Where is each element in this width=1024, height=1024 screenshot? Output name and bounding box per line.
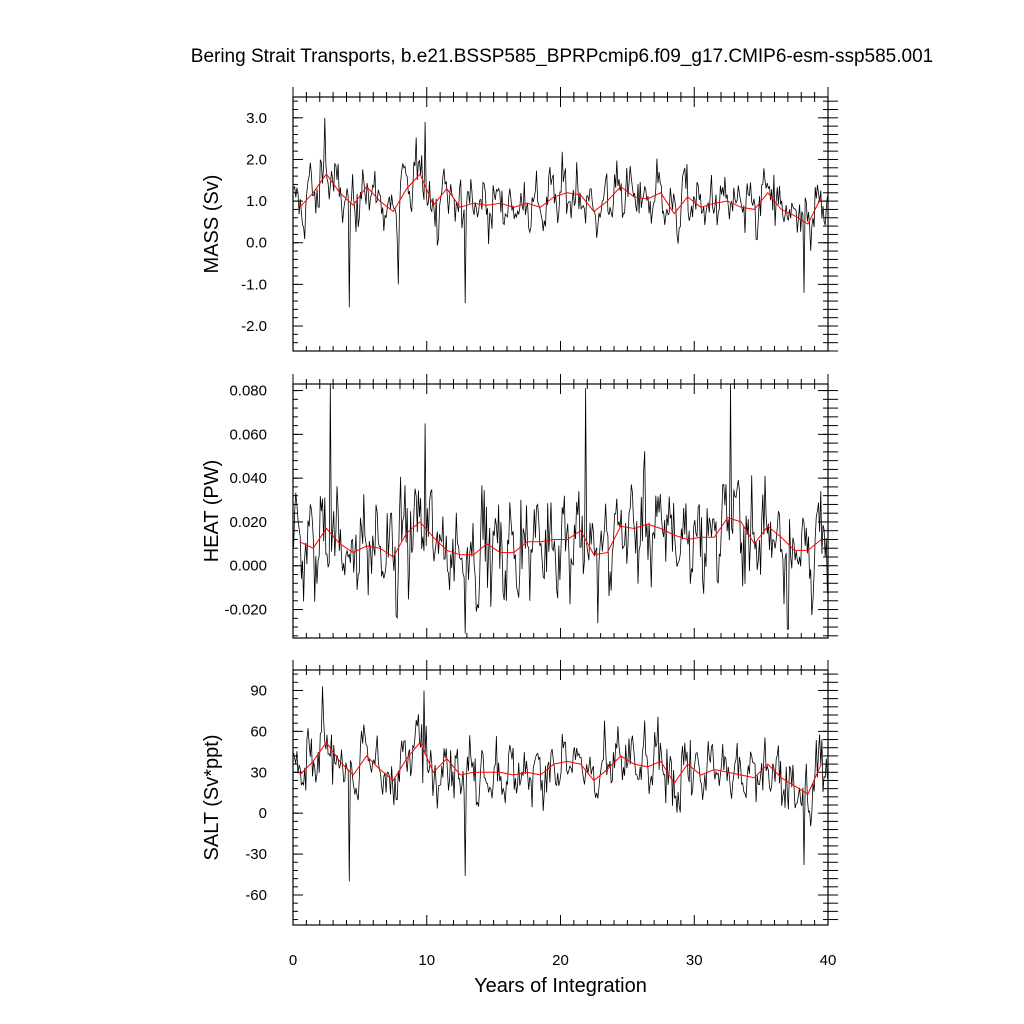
- y-tick-label: -2.0: [241, 318, 267, 335]
- y-tick-label: 0.080: [229, 383, 267, 400]
- y-tick-label: -30: [245, 846, 267, 863]
- y-tick-label: 30: [250, 764, 267, 781]
- y-tick-label: -60: [245, 887, 267, 904]
- y-tick-label: 60: [250, 723, 267, 740]
- y-tick-label: 2.0: [246, 151, 267, 168]
- annual-mean-line: [299, 173, 822, 225]
- monthly-series-line: [293, 686, 828, 882]
- x-tick-label: 30: [686, 952, 703, 969]
- monthly-series-line: [293, 383, 828, 634]
- annual-mean-line: [299, 741, 822, 795]
- y-tick-label: 0: [259, 805, 267, 822]
- x-tick-label: 0: [289, 952, 297, 969]
- y-tick-label: -0.020: [224, 602, 267, 619]
- plot-frame: [292, 383, 829, 639]
- chart-title: Bering Strait Transports, b.e21.BSSP585_…: [190, 46, 934, 67]
- heat-panel: -0.020 0.000 0.020 0.040 0.060 0.080 HEAT (PW): [201, 374, 838, 639]
- annual-mean-line: [299, 517, 822, 558]
- x-axis-label: Years of Integration: [474, 975, 647, 997]
- plot-frame: [292, 669, 829, 926]
- plot-frame: [292, 96, 829, 352]
- y-tick-label: 90: [250, 682, 267, 699]
- y-tick-label: 0.020: [229, 514, 267, 531]
- y-tick-label: -1.0: [241, 276, 267, 293]
- y-tick-label: 0.0: [246, 235, 267, 252]
- y-tick-label: 0.040: [229, 470, 267, 487]
- y-tick-label: 3.0: [246, 110, 267, 127]
- x-tick-label: 40: [820, 952, 837, 969]
- x-tick-label: 20: [552, 952, 569, 969]
- y-tick-label: 0.000: [229, 558, 267, 575]
- monthly-series-line: [293, 117, 828, 308]
- y-axis-label: MASS (Sv): [201, 175, 223, 274]
- x-tick-label: 10: [418, 952, 435, 969]
- y-tick-label: 1.0: [246, 193, 267, 210]
- mass-panel: -2.0 -1.0 0.0 1.0 2.0 3.0 MASS (Sv): [201, 87, 838, 352]
- y-axis-label: SALT (Sv*ppt): [201, 735, 223, 861]
- y-axis-label: HEAT (PW): [201, 460, 223, 563]
- salt-panel: -60 -30 0 30 60 90 SALT (Sv*ppt): [201, 660, 838, 926]
- y-tick-label: 0.060: [229, 426, 267, 443]
